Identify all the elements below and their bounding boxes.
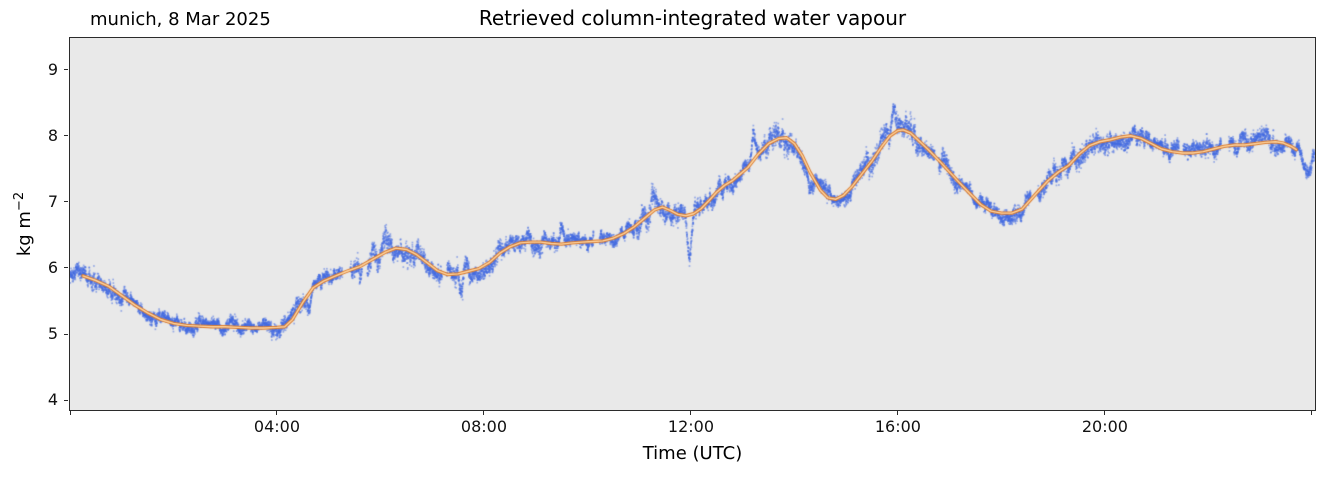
x-tick-mark — [690, 411, 692, 415]
x-tick-mark — [276, 411, 278, 415]
y-tick-label: 4 — [47, 390, 58, 410]
x-tick-mark — [483, 411, 485, 415]
x-axis-label: Time (UTC) — [642, 443, 743, 464]
station-date-annotation: munich, 8 Mar 2025 — [90, 9, 271, 30]
y-tick-label: 8 — [47, 125, 58, 145]
y-tick-mark — [64, 69, 68, 71]
x-tick-mark — [1311, 411, 1313, 415]
chart-canvas — [70, 38, 1315, 410]
y-tick-mark — [64, 135, 68, 137]
y-axis-label: kg m−2 — [12, 164, 36, 284]
x-tick-mark — [1104, 411, 1106, 415]
plot-area — [69, 37, 1316, 411]
chart-title: Retrieved column-integrated water vapour — [478, 6, 907, 30]
y-tick-mark — [64, 201, 68, 203]
y-tick-mark — [64, 399, 68, 401]
x-tick-label: 08:00 — [460, 417, 508, 436]
y-tick-label: 6 — [47, 257, 58, 277]
y-tick-mark — [64, 333, 68, 335]
x-tick-label: 12:00 — [667, 417, 714, 436]
y-axis-label-exponent: −2 — [12, 191, 27, 212]
x-tick-mark — [69, 411, 71, 415]
y-tick-mark — [64, 267, 68, 269]
y-tick-label: 5 — [47, 324, 58, 343]
x-tick-mark — [897, 411, 899, 415]
y-tick-label: 9 — [47, 59, 58, 79]
x-tick-label: 04:00 — [253, 417, 301, 436]
y-tick-label: 7 — [47, 191, 58, 211]
y-axis-label-base: kg m — [14, 211, 35, 257]
x-tick-label: 16:00 — [874, 417, 921, 436]
x-tick-label: 20:00 — [1081, 417, 1128, 436]
